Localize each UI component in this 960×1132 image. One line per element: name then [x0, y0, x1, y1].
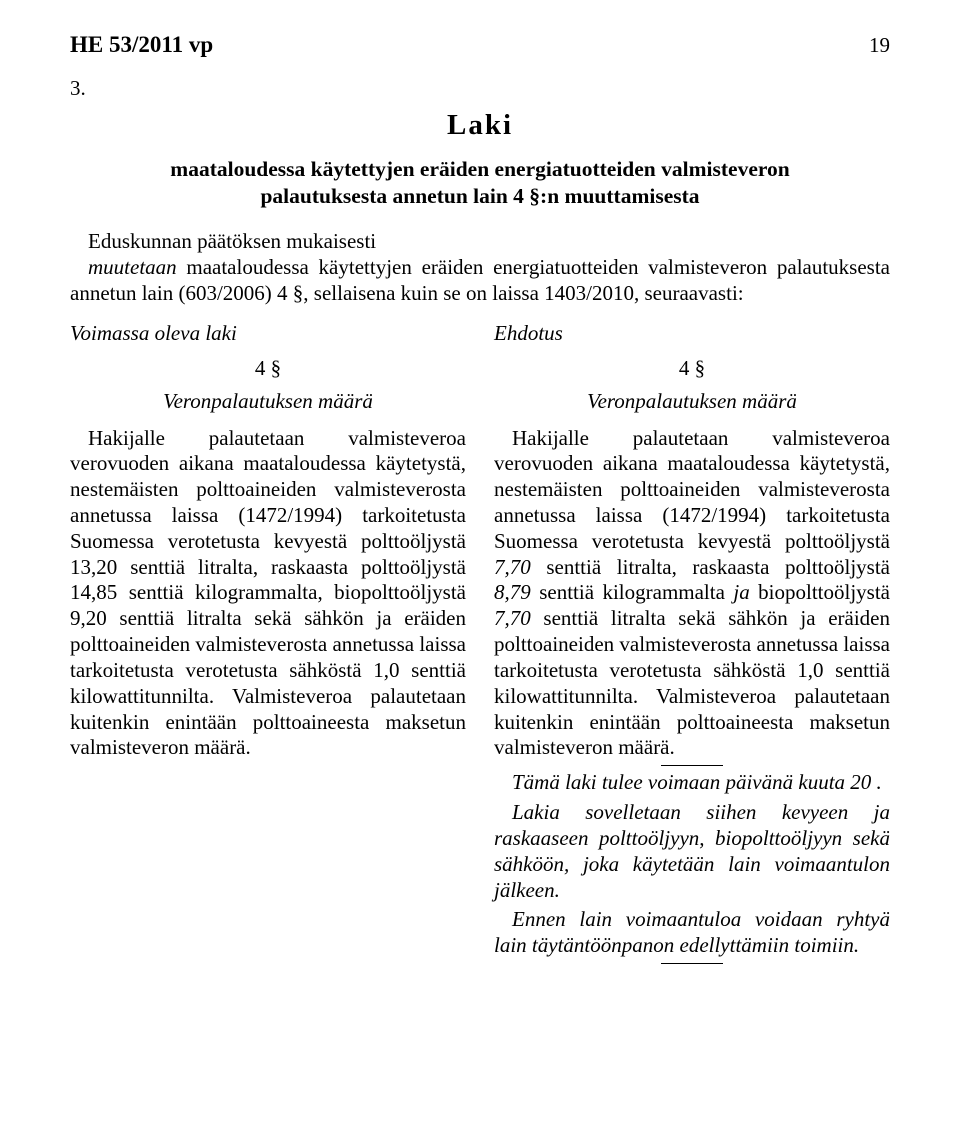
preamble-line-2: muutetaan maataloudessa käytettyjen eräi…	[70, 255, 890, 305]
right-column-heading: Ehdotus	[494, 321, 890, 346]
right-paragraph-title: Veronpalautuksen määrä	[494, 389, 890, 414]
law-heading: Laki	[70, 109, 890, 142]
entry-into-force-line: Tämä laki tulee voimaan päivänä kuuta 20…	[494, 770, 890, 796]
column-right: Ehdotus 4 § Veronpalautuksen määrä Hakij…	[494, 321, 890, 969]
right-body-paragraph: Hakijalle palautetaan valmisteveroa vero…	[494, 426, 890, 762]
separator-rule	[661, 765, 723, 766]
right-tail-paragraph-1: Lakia sovelletaan siihen kevyeen ja rask…	[494, 800, 890, 903]
section-number: 3.	[70, 76, 890, 101]
column-left: Voimassa oleva laki 4 § Veronpalautuksen…	[70, 321, 466, 969]
law-subtitle: maataloudessa käytettyjen eräiden energi…	[160, 156, 800, 210]
page-header: HE 53/2011 vp 19	[70, 32, 890, 58]
left-body-paragraph: Hakijalle palautetaan valmisteveroa vero…	[70, 426, 466, 762]
left-paragraph-title: Veronpalautuksen määrä	[70, 389, 466, 414]
right-paragraph-label: 4 §	[494, 356, 890, 381]
left-paragraph-label: 4 §	[70, 356, 466, 381]
left-column-heading: Voimassa oleva laki	[70, 321, 466, 346]
preamble-line-1: Eduskunnan päätöksen mukaisesti	[88, 229, 376, 253]
preamble: Eduskunnan päätöksen mukaisesti muutetaa…	[70, 228, 890, 307]
two-column-layout: Voimassa oleva laki 4 § Veronpalautuksen…	[70, 321, 890, 969]
doc-id: HE 53/2011 vp	[70, 32, 213, 58]
separator-rule	[661, 963, 723, 964]
right-tail-paragraph-2: Ennen lain voimaantuloa voidaan ryhtyä l…	[494, 907, 890, 959]
page-number: 19	[869, 33, 890, 58]
